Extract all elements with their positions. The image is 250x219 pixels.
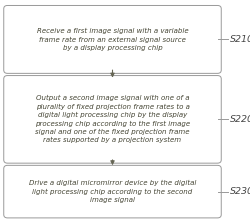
FancyBboxPatch shape: [4, 165, 221, 218]
Text: Drive a digital micromirror device by the digital
light processing chip accordin: Drive a digital micromirror device by th…: [29, 180, 196, 203]
FancyBboxPatch shape: [4, 5, 221, 73]
Text: Receive a first image signal with a variable
frame rate from an external signal : Receive a first image signal with a vari…: [37, 28, 188, 51]
Text: Output a second image signal with one of a
plurality of fixed projection frame r: Output a second image signal with one of…: [35, 95, 190, 143]
FancyBboxPatch shape: [4, 76, 221, 163]
Text: S210: S210: [230, 35, 250, 44]
Text: S220: S220: [230, 115, 250, 124]
Text: S230: S230: [230, 187, 250, 196]
